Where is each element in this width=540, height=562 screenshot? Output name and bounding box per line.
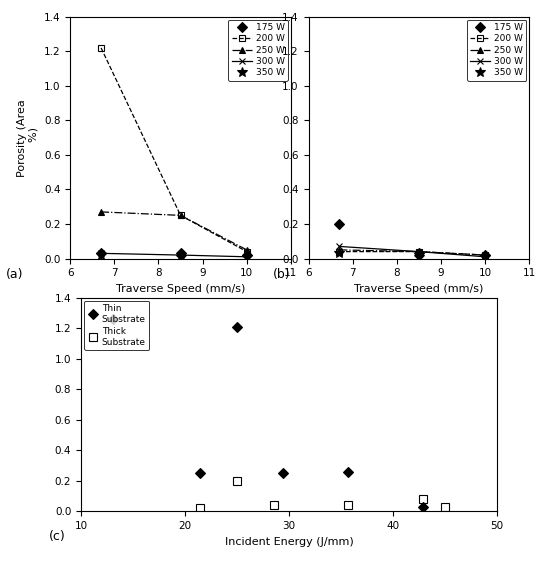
- Legend: 175 W, 200 W, 250 W, 300 W, 350 W: 175 W, 200 W, 250 W, 300 W, 350 W: [467, 20, 526, 81]
- 175 W: [416, 250, 422, 257]
- Line: 250 W: 250 W: [98, 209, 250, 253]
- Thick
Substrate: [345, 502, 352, 509]
- 175 W: [98, 250, 104, 257]
- Text: (b): (b): [273, 268, 291, 281]
- 200 W: [336, 248, 343, 255]
- 200 W: [98, 44, 104, 51]
- 300 W: [482, 253, 488, 260]
- Line: 350 W: 350 W: [96, 250, 252, 262]
- 350 W: [177, 253, 184, 260]
- Thin
Substrate: [420, 504, 426, 510]
- Line: Thick
Substrate: Thick Substrate: [195, 477, 449, 512]
- X-axis label: Traverse Speed (mm/s): Traverse Speed (mm/s): [354, 284, 483, 294]
- 300 W: [336, 243, 343, 250]
- 300 W: [177, 252, 184, 259]
- 175 W: [482, 252, 488, 259]
- 300 W: [244, 253, 250, 260]
- 250 W: [177, 212, 184, 219]
- 250 W: [482, 252, 488, 259]
- Thin
Substrate: [196, 470, 202, 477]
- 350 W: [416, 253, 422, 260]
- Thick
Substrate: [442, 504, 448, 510]
- Y-axis label: Porosity (Area
  %): Porosity (Area %): [17, 99, 38, 176]
- Text: (a): (a): [5, 268, 23, 281]
- Text: (c): (c): [49, 529, 65, 542]
- Thick
Substrate: [234, 478, 240, 484]
- 350 W: [482, 253, 488, 260]
- Line: Thin
Substrate: Thin Substrate: [110, 315, 427, 511]
- Thin
Substrate: [345, 468, 352, 475]
- 350 W: [98, 252, 104, 259]
- Legend: Thin
Substrate, Thick
Substrate: Thin Substrate, Thick Substrate: [84, 301, 150, 350]
- 175 W: [244, 252, 250, 259]
- Thick
Substrate: [420, 496, 426, 502]
- Thin
Substrate: [279, 470, 286, 477]
- 175 W: [177, 250, 184, 257]
- Line: 200 W: 200 W: [98, 44, 250, 255]
- Thick
Substrate: [196, 505, 202, 512]
- Line: 300 W: 300 W: [336, 243, 489, 260]
- Legend: 175 W, 200 W, 250 W, 300 W, 350 W: 175 W, 200 W, 250 W, 300 W, 350 W: [228, 20, 288, 81]
- 250 W: [98, 209, 104, 215]
- Line: 175 W: 175 W: [336, 220, 489, 259]
- 300 W: [98, 250, 104, 257]
- 250 W: [244, 247, 250, 253]
- 200 W: [244, 248, 250, 255]
- X-axis label: Incident Energy (J/mm): Incident Energy (J/mm): [225, 537, 353, 547]
- Line: 250 W: 250 W: [336, 246, 489, 259]
- 200 W: [177, 212, 184, 219]
- Thick
Substrate: [271, 502, 278, 509]
- 350 W: [244, 253, 250, 260]
- 250 W: [416, 248, 422, 255]
- 350 W: [336, 250, 343, 257]
- 250 W: [336, 247, 343, 253]
- 175 W: [336, 221, 343, 228]
- Thin
Substrate: [110, 316, 117, 323]
- 300 W: [416, 248, 422, 255]
- Line: 350 W: 350 W: [335, 248, 490, 262]
- 200 W: [416, 248, 422, 255]
- 200 W: [482, 252, 488, 259]
- X-axis label: Traverse Speed (mm/s): Traverse Speed (mm/s): [116, 284, 245, 294]
- Line: 175 W: 175 W: [98, 250, 250, 259]
- Thin
Substrate: [234, 324, 240, 330]
- Line: 300 W: 300 W: [98, 250, 250, 260]
- Line: 200 W: 200 W: [336, 248, 489, 259]
